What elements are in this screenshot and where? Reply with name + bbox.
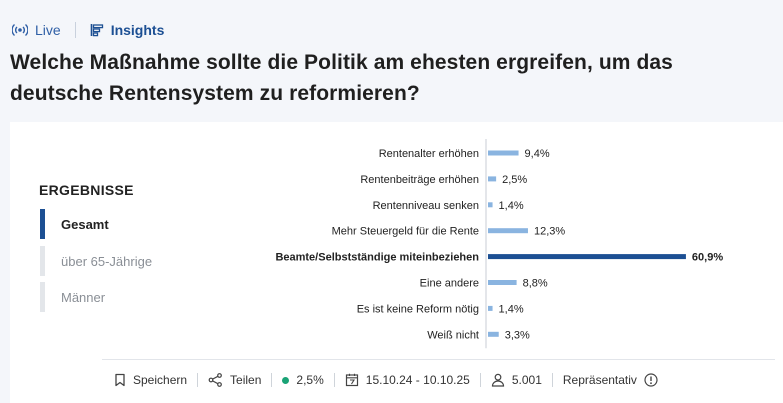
filter-indicator — [40, 246, 45, 276]
survey-period-value: 15.10.24 - 10.10.25 — [365, 373, 470, 387]
category-label: Rentenalter erhöhen — [379, 148, 479, 160]
share-label: Teilen — [230, 373, 262, 387]
tab-live-label: Live — [35, 22, 61, 38]
category-label: Eine andere — [420, 278, 479, 290]
filter-label: Gesamt — [61, 217, 109, 232]
category-label: Rentenniveau senken — [373, 200, 479, 212]
representative-label: Repräsentativ — [562, 373, 637, 387]
insights-icon — [90, 24, 103, 37]
filter-label: Männer — [61, 290, 106, 305]
bar — [488, 331, 499, 337]
value-label: 12,3% — [534, 226, 565, 238]
value-label: 60,9% — [692, 252, 723, 264]
bar — [488, 305, 493, 311]
calendar-icon — [345, 373, 358, 387]
representative-info[interactable]: Repräsentativ — [563, 373, 658, 387]
category-label: Rentenbeiträge erhöhen — [360, 174, 479, 186]
filter-indicator — [40, 209, 45, 239]
broadcast-icon — [12, 23, 28, 37]
results-heading: ERGEBNISSE — [39, 182, 134, 198]
bar — [488, 202, 493, 208]
footer-divider — [102, 359, 775, 360]
tab-bar: Live Insights — [12, 20, 164, 40]
person-icon — [491, 373, 504, 387]
results-bar-chart: Rentenalter erhöhen 9,4% Rentenbeiträge er… — [275, 139, 723, 349]
filter-ueber-65[interactable]: über 65-Jährige — [40, 246, 200, 276]
category-label: Beamte/Selbstständige miteinbeziehen — [275, 252, 479, 264]
filter-maenner[interactable]: Männer — [40, 282, 200, 312]
margin-of-error-value: 2,5% — [296, 373, 324, 387]
bar — [488, 228, 528, 234]
results-card: ERGEBNISSE Gesamt über 65-Jährige Männer… — [10, 122, 783, 403]
footer-separator — [197, 373, 199, 387]
tab-insights[interactable]: Insights — [90, 22, 165, 38]
filter-indicator — [40, 282, 45, 312]
filter-gesamt[interactable]: Gesamt — [40, 209, 200, 239]
bookmark-icon — [115, 373, 125, 387]
margin-of-error: 2,5% — [282, 373, 324, 387]
category-label: Es ist keine Reform nötig — [357, 303, 479, 315]
bar — [488, 176, 497, 182]
page-title: Welche Maßnahme sollte die Politik am eh… — [10, 51, 673, 105]
category-label: Mehr Steuergeld für die Rente — [332, 226, 479, 238]
status-dot-icon — [282, 376, 290, 384]
category-label: Weiß nicht — [427, 329, 479, 341]
info-icon — [644, 373, 658, 387]
save-button[interactable]: Speichern — [114, 373, 187, 387]
footer-bar: Speichern Teilen 2,5% 15.10.24 - 10.10.2… — [114, 370, 658, 390]
respondents-count: 5.001 — [511, 373, 542, 387]
value-label: 2,5% — [502, 174, 527, 186]
tab-divider — [74, 22, 76, 38]
filter-label: über 65-Jährige — [61, 254, 153, 269]
footer-separator — [271, 373, 273, 387]
bar — [488, 280, 517, 285]
respondents: 5.001 — [491, 373, 542, 387]
tab-live[interactable]: Live — [12, 22, 61, 38]
save-label: Speichern — [133, 373, 188, 387]
footer-separator — [479, 373, 481, 387]
tab-insights-label: Insights — [110, 22, 165, 38]
value-label: 8,8% — [523, 278, 548, 290]
share-button[interactable]: Teilen — [208, 373, 261, 387]
footer-separator — [333, 373, 335, 387]
value-label: 3,3% — [505, 329, 530, 341]
footer-separator — [551, 373, 553, 387]
value-label: 9,4% — [525, 148, 550, 160]
bar — [488, 150, 519, 156]
value-label: 1,4% — [499, 200, 524, 212]
share-icon — [208, 373, 222, 387]
survey-period: 15.10.24 - 10.10.25 — [345, 373, 470, 387]
value-label: 1,4% — [499, 303, 524, 315]
bar — [488, 254, 686, 260]
